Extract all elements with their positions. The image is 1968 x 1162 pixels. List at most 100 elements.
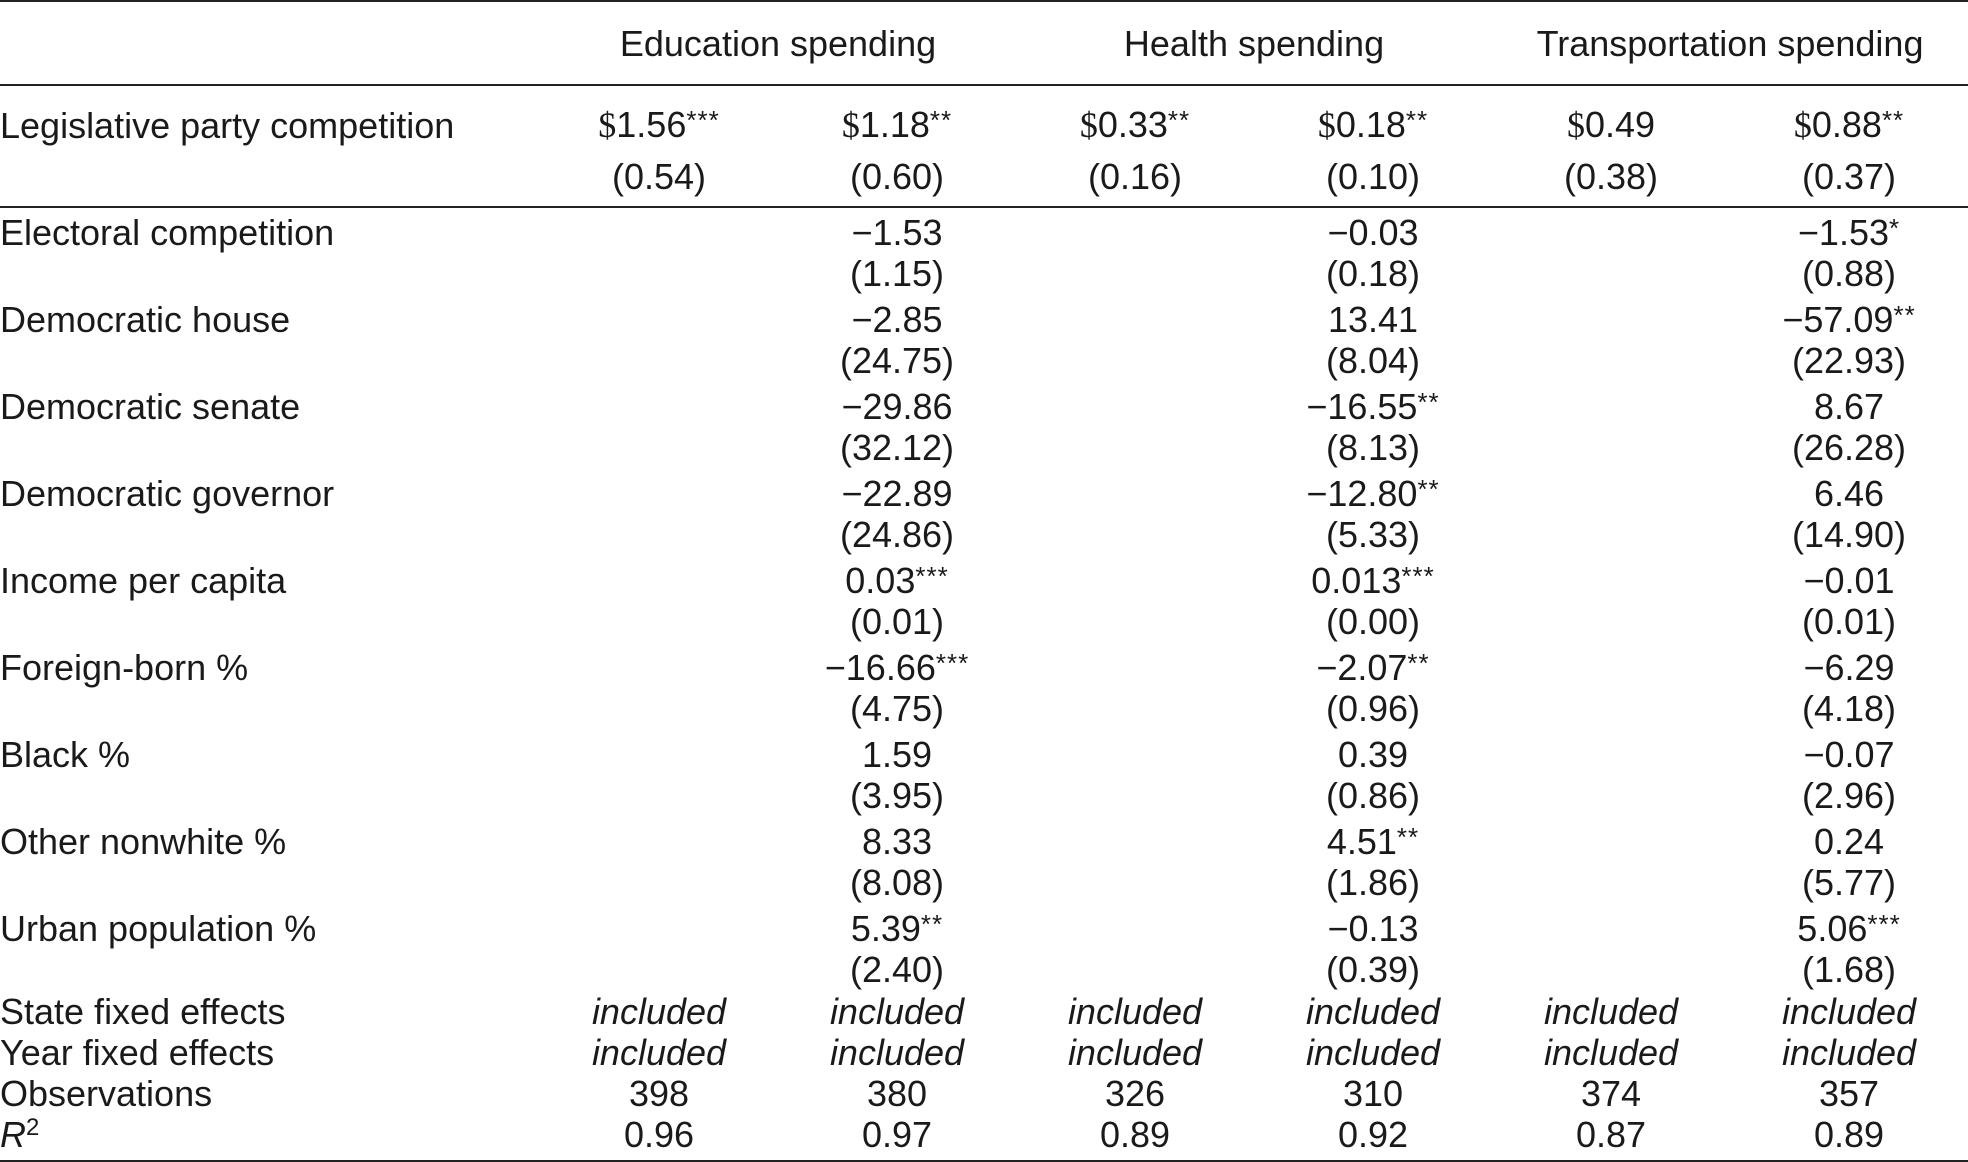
empty-cell — [1492, 862, 1730, 904]
observations-cell: 357 — [1818, 1073, 1880, 1114]
row-label-empty — [0, 514, 540, 556]
se-row: (0.01) (0.00) (0.01) — [0, 601, 1968, 643]
coef-cell: 5.06*** — [1797, 908, 1901, 949]
se-cell: (4.75) — [849, 688, 945, 729]
lead-coef-row: Legislative party competition $1.56*** $… — [0, 85, 1968, 146]
r-squared-cell: 0.97 — [861, 1114, 933, 1155]
row-label-empty — [0, 340, 540, 382]
row-label: Year fixed effects — [0, 1032, 275, 1073]
row-label: Urban population % — [0, 908, 317, 949]
se-row: (4.75) (0.96) (4.18) — [0, 688, 1968, 730]
coef-cell: −1.53* — [1797, 212, 1901, 253]
empty-cell — [1492, 817, 1730, 862]
se-cell: (8.13) — [1325, 427, 1421, 468]
empty-cell — [540, 469, 778, 514]
row-label-empty — [0, 862, 540, 904]
fixed-effects-row: State fixed effects included included inclu… — [0, 991, 1968, 1032]
coef-cell: 8.33 — [861, 821, 933, 862]
row-label: Legislative party competition — [0, 105, 455, 146]
empty-cell — [1492, 775, 1730, 817]
se-cell: (0.39) — [1325, 949, 1421, 990]
observations-cell: 380 — [866, 1073, 928, 1114]
observations-cell: 374 — [1580, 1073, 1642, 1114]
se-cell: (14.90) — [1791, 514, 1907, 555]
row-label-empty — [0, 427, 540, 469]
se-cell: (26.28) — [1791, 427, 1907, 468]
empty-cell — [1016, 253, 1254, 295]
coef-cell: 0.24 — [1813, 821, 1885, 862]
fixed-effects-row: Year fixed effects included included includ… — [0, 1032, 1968, 1073]
coef-cell: −29.86 — [841, 386, 953, 427]
empty-cell — [540, 382, 778, 427]
lead-se-row: (0.54) (0.60) (0.16) (0.10) (0.38) (0.37… — [0, 146, 1968, 207]
r-squared-cell: 0.87 — [1575, 1114, 1647, 1155]
row-label-empty — [0, 601, 540, 643]
included-cell: included — [1305, 1032, 1441, 1073]
row-label-empty — [0, 146, 540, 207]
empty-cell — [540, 340, 778, 382]
empty-cell — [1016, 340, 1254, 382]
empty-cell — [1016, 514, 1254, 556]
empty-cell — [1016, 817, 1254, 862]
se-cell: (8.08) — [849, 862, 945, 903]
empty-cell — [540, 688, 778, 730]
coef-cell: 0.013*** — [1311, 560, 1435, 601]
coef-cell: $1.56*** — [598, 104, 720, 145]
row-label-empty — [0, 775, 540, 817]
se-cell: (2.40) — [849, 949, 945, 990]
empty-cell — [1492, 688, 1730, 730]
coef-cell: 6.46 — [1813, 473, 1885, 514]
r-squared-row: R2 0.96 0.97 0.89 0.92 0.87 0.89 — [0, 1114, 1968, 1161]
included-cell: included — [1543, 1032, 1679, 1073]
coef-row: Black % 1.59 0.39 −0.07 — [0, 730, 1968, 775]
row-label: Democratic house — [0, 299, 291, 340]
coef-cell: $0.88** — [1793, 104, 1905, 145]
se-row: (8.08) (1.86) (5.77) — [0, 862, 1968, 904]
empty-cell — [540, 427, 778, 469]
row-label-empty — [0, 253, 540, 295]
coef-row: Other nonwhite % 8.33 4.51** 0.24 — [0, 817, 1968, 862]
coef-cell: −2.85 — [851, 299, 943, 340]
empty-cell — [540, 253, 778, 295]
se-cell: (3.95) — [849, 775, 945, 816]
coef-cell: −2.07** — [1316, 647, 1430, 688]
se-cell: (24.75) — [839, 340, 955, 381]
included-cell: included — [1067, 991, 1203, 1032]
empty-cell — [1016, 556, 1254, 601]
empty-cell — [1492, 949, 1730, 991]
empty-cell — [1016, 601, 1254, 643]
included-cell: included — [1781, 991, 1917, 1032]
coef-cell: −0.03 — [1327, 212, 1419, 253]
table-body: Legislative party competition $1.56*** $… — [0, 85, 1968, 1161]
row-label: Observations — [0, 1073, 213, 1114]
row-label: Foreign-born % — [0, 647, 249, 688]
se-cell: (0.01) — [1802, 601, 1897, 642]
empty-cell — [540, 295, 778, 340]
included-cell: included — [1543, 991, 1679, 1032]
coef-cell: 5.39** — [850, 908, 944, 949]
empty-cell — [540, 556, 778, 601]
coef-cell: 1.59 — [861, 734, 933, 775]
empty-cell — [1016, 207, 1254, 253]
coef-row: Democratic governor −22.89 −12.80** 6.46 — [0, 469, 1968, 514]
empty-cell — [1016, 469, 1254, 514]
row-label: State fixed effects — [0, 991, 286, 1032]
coef-cell: $0.18** — [1317, 104, 1429, 145]
empty-cell — [1492, 514, 1730, 556]
empty-cell — [540, 949, 778, 991]
included-cell: included — [1781, 1032, 1917, 1073]
empty-cell — [1492, 340, 1730, 382]
empty-cell — [1016, 904, 1254, 949]
coef-row: Electoral competition −1.53 −0.03 −1.53* — [0, 207, 1968, 253]
coef-cell: −0.01 — [1803, 560, 1895, 601]
included-cell: included — [591, 991, 727, 1032]
coef-cell: $1.18** — [841, 104, 953, 145]
coef-row: Urban population % 5.39** −0.13 5.06*** — [0, 904, 1968, 949]
empty-cell — [540, 643, 778, 688]
se-row: (24.75) (8.04) (22.93) — [0, 340, 1968, 382]
row-label: Democratic governor — [0, 473, 335, 514]
empty-cell — [1016, 295, 1254, 340]
coef-cell: −1.53 — [851, 212, 943, 253]
included-cell: included — [1305, 991, 1441, 1032]
